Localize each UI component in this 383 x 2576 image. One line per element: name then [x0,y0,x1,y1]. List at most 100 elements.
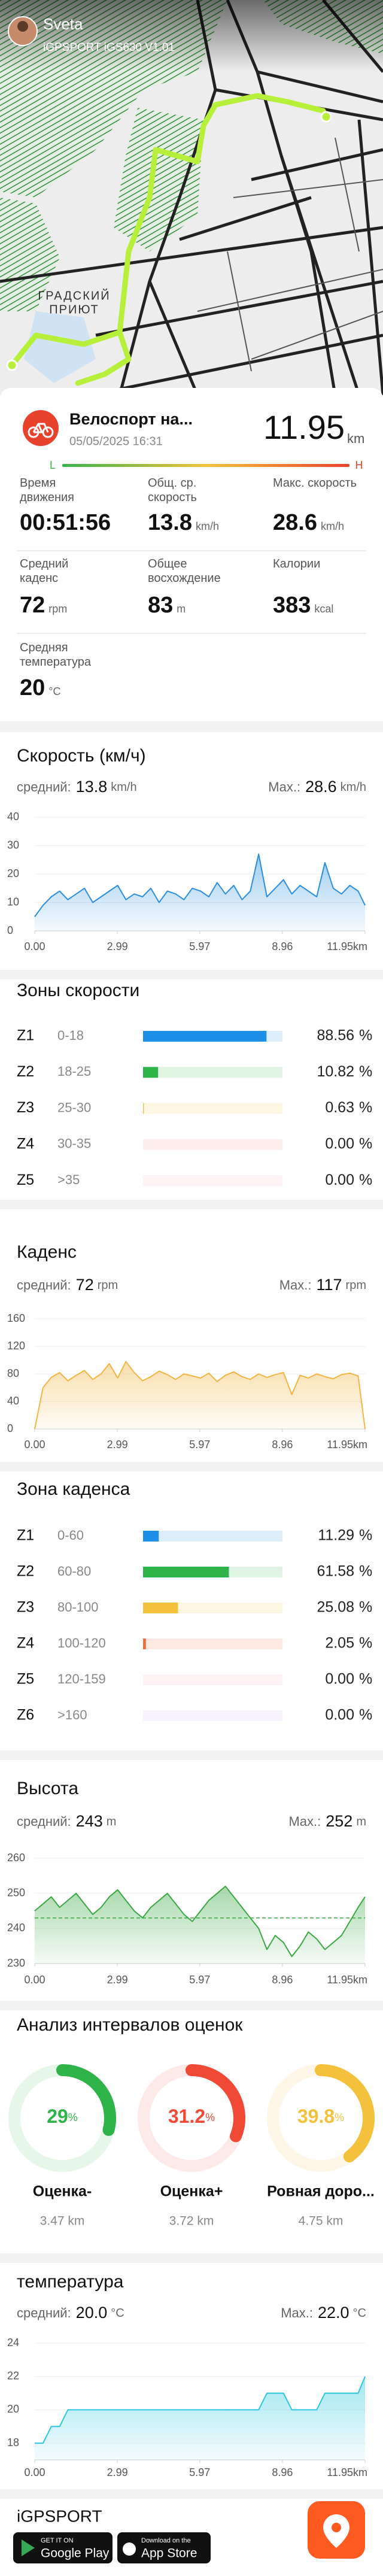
zone-range: 120-159 [57,1671,106,1686]
zone-track [143,1710,282,1721]
avg-label: средний: [17,779,71,794]
stat-unit: kcal [314,603,334,615]
badge-caption: Download on the [141,2537,191,2544]
map[interactable]: Sveta iGPSPORT iGS630 V1.01 ГРАДСКИЙ ПРИ… [0,0,383,396]
max-label: Max.: [268,779,300,794]
stat-number: 383 [273,593,311,618]
stat-value: 383 kcal [273,593,333,618]
zone-track [143,1067,282,1078]
zone-value: 25.08 [317,1599,354,1616]
stat-value: 13.8 km/h [148,510,219,536]
zone-unit: % [359,1136,372,1152]
activity-distance-unit: km [347,431,364,446]
zone-track [143,1531,282,1542]
app-store-badge[interactable] [117,2532,211,2563]
section-title: Скорость (км/ч) [17,746,146,766]
max-value: 28.6 [305,778,337,796]
donut-value: 29 [47,2105,68,2127]
stat-label: Общ. ср. скорость [148,477,197,504]
zone-bar [143,1603,178,1613]
zone-unit: % [359,1599,372,1616]
zone-unit: % [359,1099,372,1116]
y-tick-label: 0 [7,1422,13,1434]
donut-unit: % [205,2111,215,2123]
x-tick-label: 5.97 [189,1439,210,1451]
scale-low: L [50,459,56,471]
zone-unit: % [359,1671,372,1688]
x-tick-label: 0.00 [24,1974,45,1986]
zone-value: 0.00 [325,1707,354,1724]
zone-unit: % [359,1063,372,1080]
y-tick-label: 18 [7,2437,19,2448]
stat-label: Общее восхождение [148,557,221,585]
stat-label: Макс. скорость [273,477,357,490]
avg-value: 13.8 [76,778,108,796]
area-fill [35,854,365,931]
donut-value: 31.2 [168,2105,205,2127]
y-tick-label: 120 [7,1340,25,1352]
x-tick-label: 8.96 [272,2466,293,2478]
stat-number: 72 [20,593,45,618]
section-title: Зоны скорости [17,981,139,1000]
scale-high: H [355,459,363,471]
series-line [35,2376,366,2444]
badge-store: App Store [141,2547,197,2560]
series-line [34,1885,366,1958]
avg-unit: km/h [111,781,136,794]
stat-label: Время движения [20,477,75,504]
summary-max: Max.: 22.0 °C [281,2304,366,2322]
zone-bar [143,1031,267,1042]
y-tick-label: 0 [7,924,13,936]
zone-name: Z1 [17,1027,34,1044]
x-tick-label: 11.95km [327,2466,367,2478]
x-tick-label: 0.00 [24,2466,45,2478]
x-tick-label: 0.00 [24,940,45,952]
zone-track [143,1674,282,1685]
zone-track [143,1139,282,1150]
y-tick-label: 24 [7,2337,19,2349]
stat-number: 83 [148,593,174,618]
stat-number: 20 [20,675,45,700]
map-label: ПРИЮТ [49,303,99,316]
zone-range: 0-60 [57,1528,84,1543]
zone-track [143,1175,282,1187]
y-tick-label: 30 [7,839,19,851]
max-value: 22.0 [318,2304,349,2322]
zone-value: 0.00 [325,1671,354,1688]
series-line [34,853,366,917]
summary-avg: средний: 243 m [17,1812,116,1830]
donut-arc [186,2064,245,2143]
stat-unit: °C [48,685,61,697]
max-label: Max.: [288,1814,321,1829]
max-label: Max.: [279,1278,312,1292]
section-title: Зона каденса [17,1479,130,1499]
y-tick-label: 10 [7,896,19,908]
zone-range: 25-30 [57,1100,91,1115]
stat-number: 28.6 [273,510,317,535]
x-tick-label: 0.00 [24,1439,45,1451]
y-tick-label: 160 [7,1312,25,1324]
stat-unit: m [177,603,186,615]
zone-unit: % [359,1635,372,1652]
summary-avg: средний: 72 rpm [17,1276,118,1294]
zone-range: 60-80 [57,1564,91,1579]
bike-glyph [28,423,54,438]
avg-unit: rpm [98,1279,118,1292]
interval-distance: 3.72 km [169,2214,214,2228]
zone-unit: % [359,1563,372,1580]
zone-value: 0.63 [325,1099,354,1116]
donut-unit: % [335,2111,344,2123]
interval-distance: 3.47 km [40,2214,85,2228]
zone-value: 0.00 [325,1172,354,1188]
donut-arc [315,2064,375,2163]
avg-unit: °C [111,2307,124,2320]
y-tick-label: 20 [7,2403,19,2415]
y-tick-label: 260 [7,1852,25,1864]
google-play-badge[interactable] [13,2532,113,2563]
zone-name: Z4 [17,1635,34,1652]
activity-distance: 11.95 [263,408,345,446]
stat-value: 00:51:56 [20,510,111,536]
zone-name: Z3 [17,1599,34,1616]
summary-avg: средний: 13.8 km/h [17,778,137,796]
stat-value: 28.6 km/h [273,510,344,536]
